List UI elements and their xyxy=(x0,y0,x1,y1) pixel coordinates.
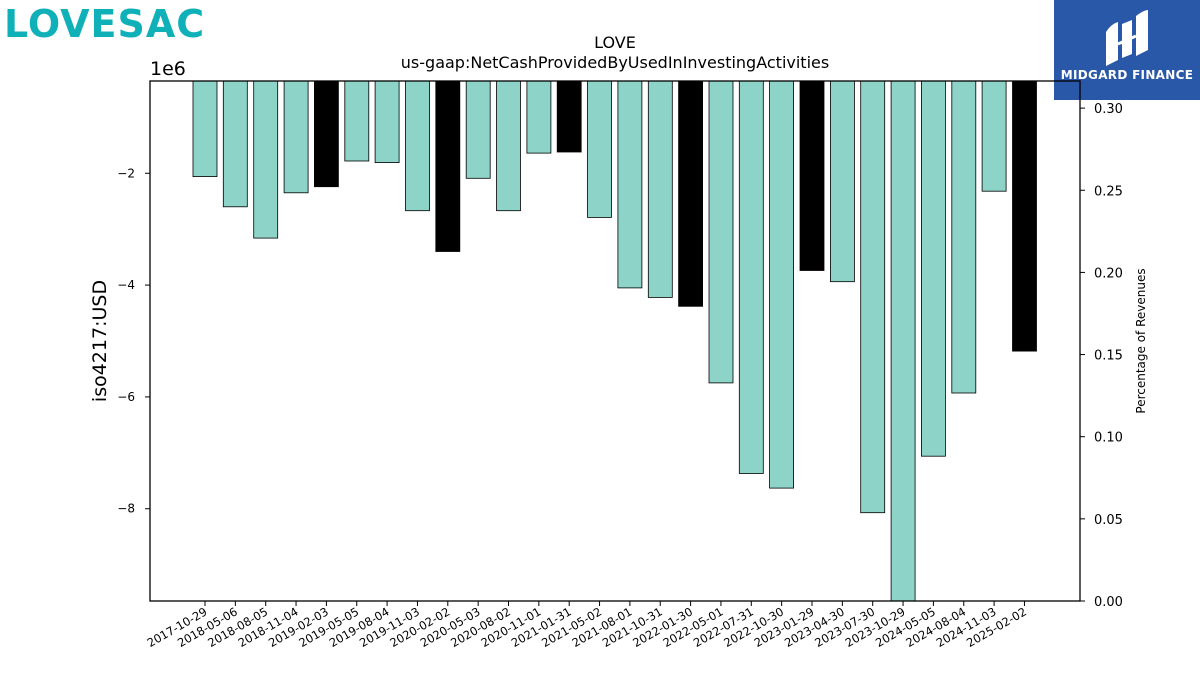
y2-axis-ticks: 0.00 0.05 0.10 0.15 0.20 0.25 0.30 xyxy=(1080,102,1123,610)
bar-2018-08-05 xyxy=(253,80,279,239)
bar-2024-08-04 xyxy=(951,80,977,394)
bar-2022-01-30 xyxy=(678,80,703,307)
midgard-finance-emblem-icon xyxy=(1054,0,1200,100)
y-tick-label: −8 xyxy=(117,502,135,516)
y2-tick-label: 0.10 xyxy=(1094,431,1123,446)
bar-2023-07-30 xyxy=(860,80,886,514)
x-axis-ticks: 2017-10-292018-05-062018-08-052018-11-04… xyxy=(145,601,1029,650)
y-axis-offset-label: 1e6 xyxy=(150,58,186,80)
chart-title: LOVE xyxy=(594,33,636,52)
bar-2020-05-03 xyxy=(465,80,491,179)
bar-2022-05-01 xyxy=(708,80,734,384)
y-axis-label: iso4217:USD xyxy=(89,280,111,402)
bar-2021-10-31 xyxy=(647,80,673,298)
bar-2019-02-03 xyxy=(313,80,339,188)
y2-tick-label: 0.00 xyxy=(1094,595,1123,610)
bar-2019-05-05 xyxy=(344,80,370,162)
bar-2024-05-05 xyxy=(921,80,946,457)
y2-tick-label: 0.05 xyxy=(1094,513,1123,528)
bar-2018-05-06 xyxy=(222,80,248,208)
chart-subtitle: us-gaap:NetCashProvidedByUsedInInvesting… xyxy=(401,53,829,72)
bar-2021-05-02 xyxy=(587,80,612,218)
lovesac-logo-text: LOVESAC xyxy=(4,2,206,46)
bar-2021-08-01 xyxy=(617,80,643,289)
y-tick-label: −2 xyxy=(117,166,135,180)
y2-tick-label: 0.15 xyxy=(1094,349,1123,364)
bar-2025-02-02 xyxy=(1012,80,1037,352)
midgard-finance-logo: MIDGARD FINANCE xyxy=(1054,0,1200,100)
bar-2020-11-01 xyxy=(526,80,552,154)
bar-2018-11-04 xyxy=(283,80,309,194)
y-tick-label: −6 xyxy=(117,390,135,404)
bar-2019-08-04 xyxy=(374,80,400,163)
bar-2023-04-30 xyxy=(830,80,855,283)
bar-2023-10-29 xyxy=(890,80,916,602)
y2-tick-label: 0.25 xyxy=(1094,184,1123,199)
midgard-finance-logo-text: MIDGARD FINANCE xyxy=(1060,68,1194,82)
bar-2022-07-31 xyxy=(738,80,764,474)
y2-tick-label: 0.20 xyxy=(1094,266,1123,281)
lovesac-logo: LOVESAC xyxy=(4,2,205,46)
bar-2021-01-31 xyxy=(556,80,582,153)
plot-frame xyxy=(149,80,1081,602)
bar-2017-10-29 xyxy=(192,80,218,177)
bars-group xyxy=(192,80,1037,602)
bar-2019-11-03 xyxy=(405,80,430,212)
y2-axis-label: Percentage of Revenues xyxy=(1134,268,1148,413)
bar-2022-10-30 xyxy=(769,80,794,489)
y-axis-ticks: −2 −4 −6 −8 xyxy=(117,166,150,516)
y2-tick-label: 0.30 xyxy=(1094,102,1123,117)
bar-2024-11-03 xyxy=(981,80,1007,192)
bar-2020-08-02 xyxy=(496,80,521,212)
bar-2020-02-02 xyxy=(435,80,461,252)
y-tick-label: −4 xyxy=(117,278,135,292)
bar-2023-01-29 xyxy=(799,80,825,271)
